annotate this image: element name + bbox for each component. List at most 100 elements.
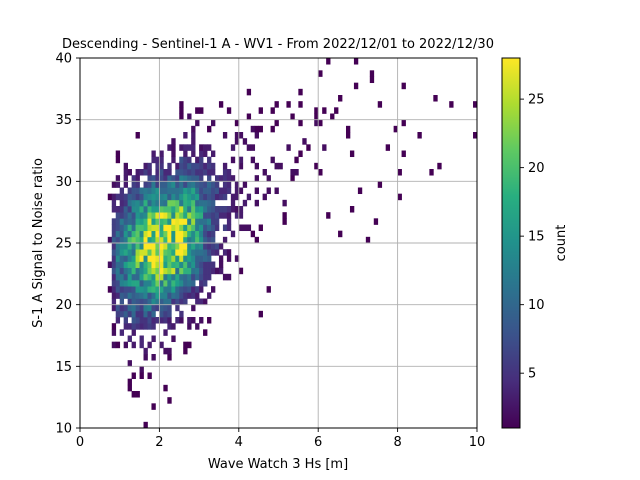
heatmap-cell	[147, 218, 152, 225]
heatmap-cell	[111, 199, 117, 207]
heatmap-cell	[127, 310, 132, 318]
heatmap-cell	[226, 273, 232, 281]
heatmap-cell	[191, 181, 196, 188]
heatmap-cell	[135, 193, 140, 201]
heatmap-cell	[175, 249, 180, 256]
heatmap-cell	[151, 323, 156, 330]
heatmap-cell	[163, 317, 168, 324]
heatmap-cell	[175, 187, 180, 195]
heatmap-cell	[242, 138, 248, 145]
heatmap-cell	[147, 280, 152, 287]
heatmap-cell	[314, 119, 319, 127]
heatmap-cell	[147, 187, 152, 195]
heatmap-cell	[183, 298, 188, 306]
heatmap-cell	[163, 206, 168, 213]
heatmap-cell	[163, 273, 168, 281]
heatmap-cell	[437, 162, 442, 170]
heatmap-cell	[222, 162, 228, 170]
heatmap-cell	[175, 298, 180, 306]
heatmap-cell	[143, 249, 148, 256]
heatmap-cell	[147, 181, 152, 188]
heatmap-cell	[131, 273, 136, 281]
heatmap-cell	[218, 206, 224, 213]
heatmap-cell	[127, 384, 132, 392]
heatmap-cell	[135, 236, 140, 244]
heatmap-cell	[473, 132, 478, 139]
heatmap-cell	[306, 144, 311, 151]
heatmap-cell	[127, 243, 132, 250]
heatmap-cell	[159, 317, 164, 324]
heatmap-cell	[155, 255, 160, 262]
heatmap-cell	[238, 187, 244, 195]
heatmap-cell	[115, 341, 121, 349]
heatmap-cell	[147, 162, 152, 170]
heatmap-cell	[266, 187, 271, 195]
heatmap-cell	[131, 199, 136, 207]
heatmap-cell	[167, 298, 172, 306]
heatmap-cell	[143, 243, 148, 250]
heatmap-cell	[183, 187, 188, 195]
heatmap-cell	[187, 187, 192, 195]
heatmap-cell	[111, 255, 117, 262]
heatmap-cell	[115, 267, 121, 275]
heatmap-cell	[330, 113, 335, 121]
heatmap-cell	[171, 267, 176, 275]
heatmap-cell	[254, 132, 259, 139]
heatmap-cell	[163, 304, 168, 312]
heatmap-cell	[218, 243, 224, 250]
heatmap-cell	[163, 267, 168, 275]
heatmap-cell	[191, 144, 196, 151]
heatmap-cell	[131, 218, 136, 225]
heatmap-cell	[191, 304, 196, 312]
heatmap-cell	[151, 249, 156, 256]
heatmap-cell	[159, 206, 164, 213]
heatmap-cell	[175, 286, 180, 293]
heatmap-cell	[274, 187, 279, 195]
heatmap-cell	[163, 292, 168, 299]
heatmap-cell	[429, 169, 434, 176]
heatmap-cell	[322, 107, 327, 114]
heatmap-cell	[187, 224, 192, 232]
heatmap-cell	[203, 224, 208, 232]
heatmap-cell	[167, 236, 172, 244]
heatmap-cell	[143, 193, 148, 201]
heatmap-cell	[163, 181, 168, 188]
heatmap-cell	[191, 138, 196, 145]
heatmap-cell	[286, 144, 291, 151]
y-axis-label: S-1 A Signal to Noise ratio	[31, 158, 46, 328]
heatmap-cell	[238, 156, 244, 164]
heatmap-cell	[207, 169, 212, 176]
heatmap-cell	[175, 175, 180, 182]
heatmap-cell	[187, 181, 192, 188]
heatmap-cell	[115, 224, 121, 232]
heatmap-cell	[183, 273, 188, 281]
heatmap-cell	[230, 193, 236, 201]
heatmap-cell	[167, 286, 172, 293]
heatmap-cell	[147, 286, 152, 293]
heatmap-cell	[159, 298, 164, 306]
heatmap-cell	[147, 267, 152, 275]
heatmap-cell	[191, 150, 196, 158]
heatmap-cell	[143, 267, 148, 275]
heatmap-cell	[143, 304, 148, 312]
heatmap-cell	[135, 243, 140, 250]
heatmap-cell	[199, 162, 204, 170]
heatmap-cell	[230, 230, 236, 238]
heatmap-cell	[203, 273, 208, 281]
heatmap-cell	[159, 267, 164, 275]
heatmap-cell	[207, 317, 212, 324]
heatmap-cell	[147, 261, 152, 269]
heatmap-cell	[127, 230, 132, 238]
heatmap-cell	[139, 323, 144, 330]
heatmap-cell	[175, 317, 180, 324]
heatmap-cell	[254, 175, 259, 182]
x-tick-label: 4	[235, 435, 243, 450]
heatmap-cell	[155, 169, 160, 176]
heatmap-cell	[290, 169, 295, 176]
heatmap-cell	[151, 156, 156, 164]
heatmap-cell	[111, 292, 117, 299]
heatmap-cell	[242, 199, 248, 207]
heatmap-cell	[143, 298, 148, 306]
heatmap-cell	[119, 230, 125, 238]
heatmap-cell	[123, 280, 128, 287]
